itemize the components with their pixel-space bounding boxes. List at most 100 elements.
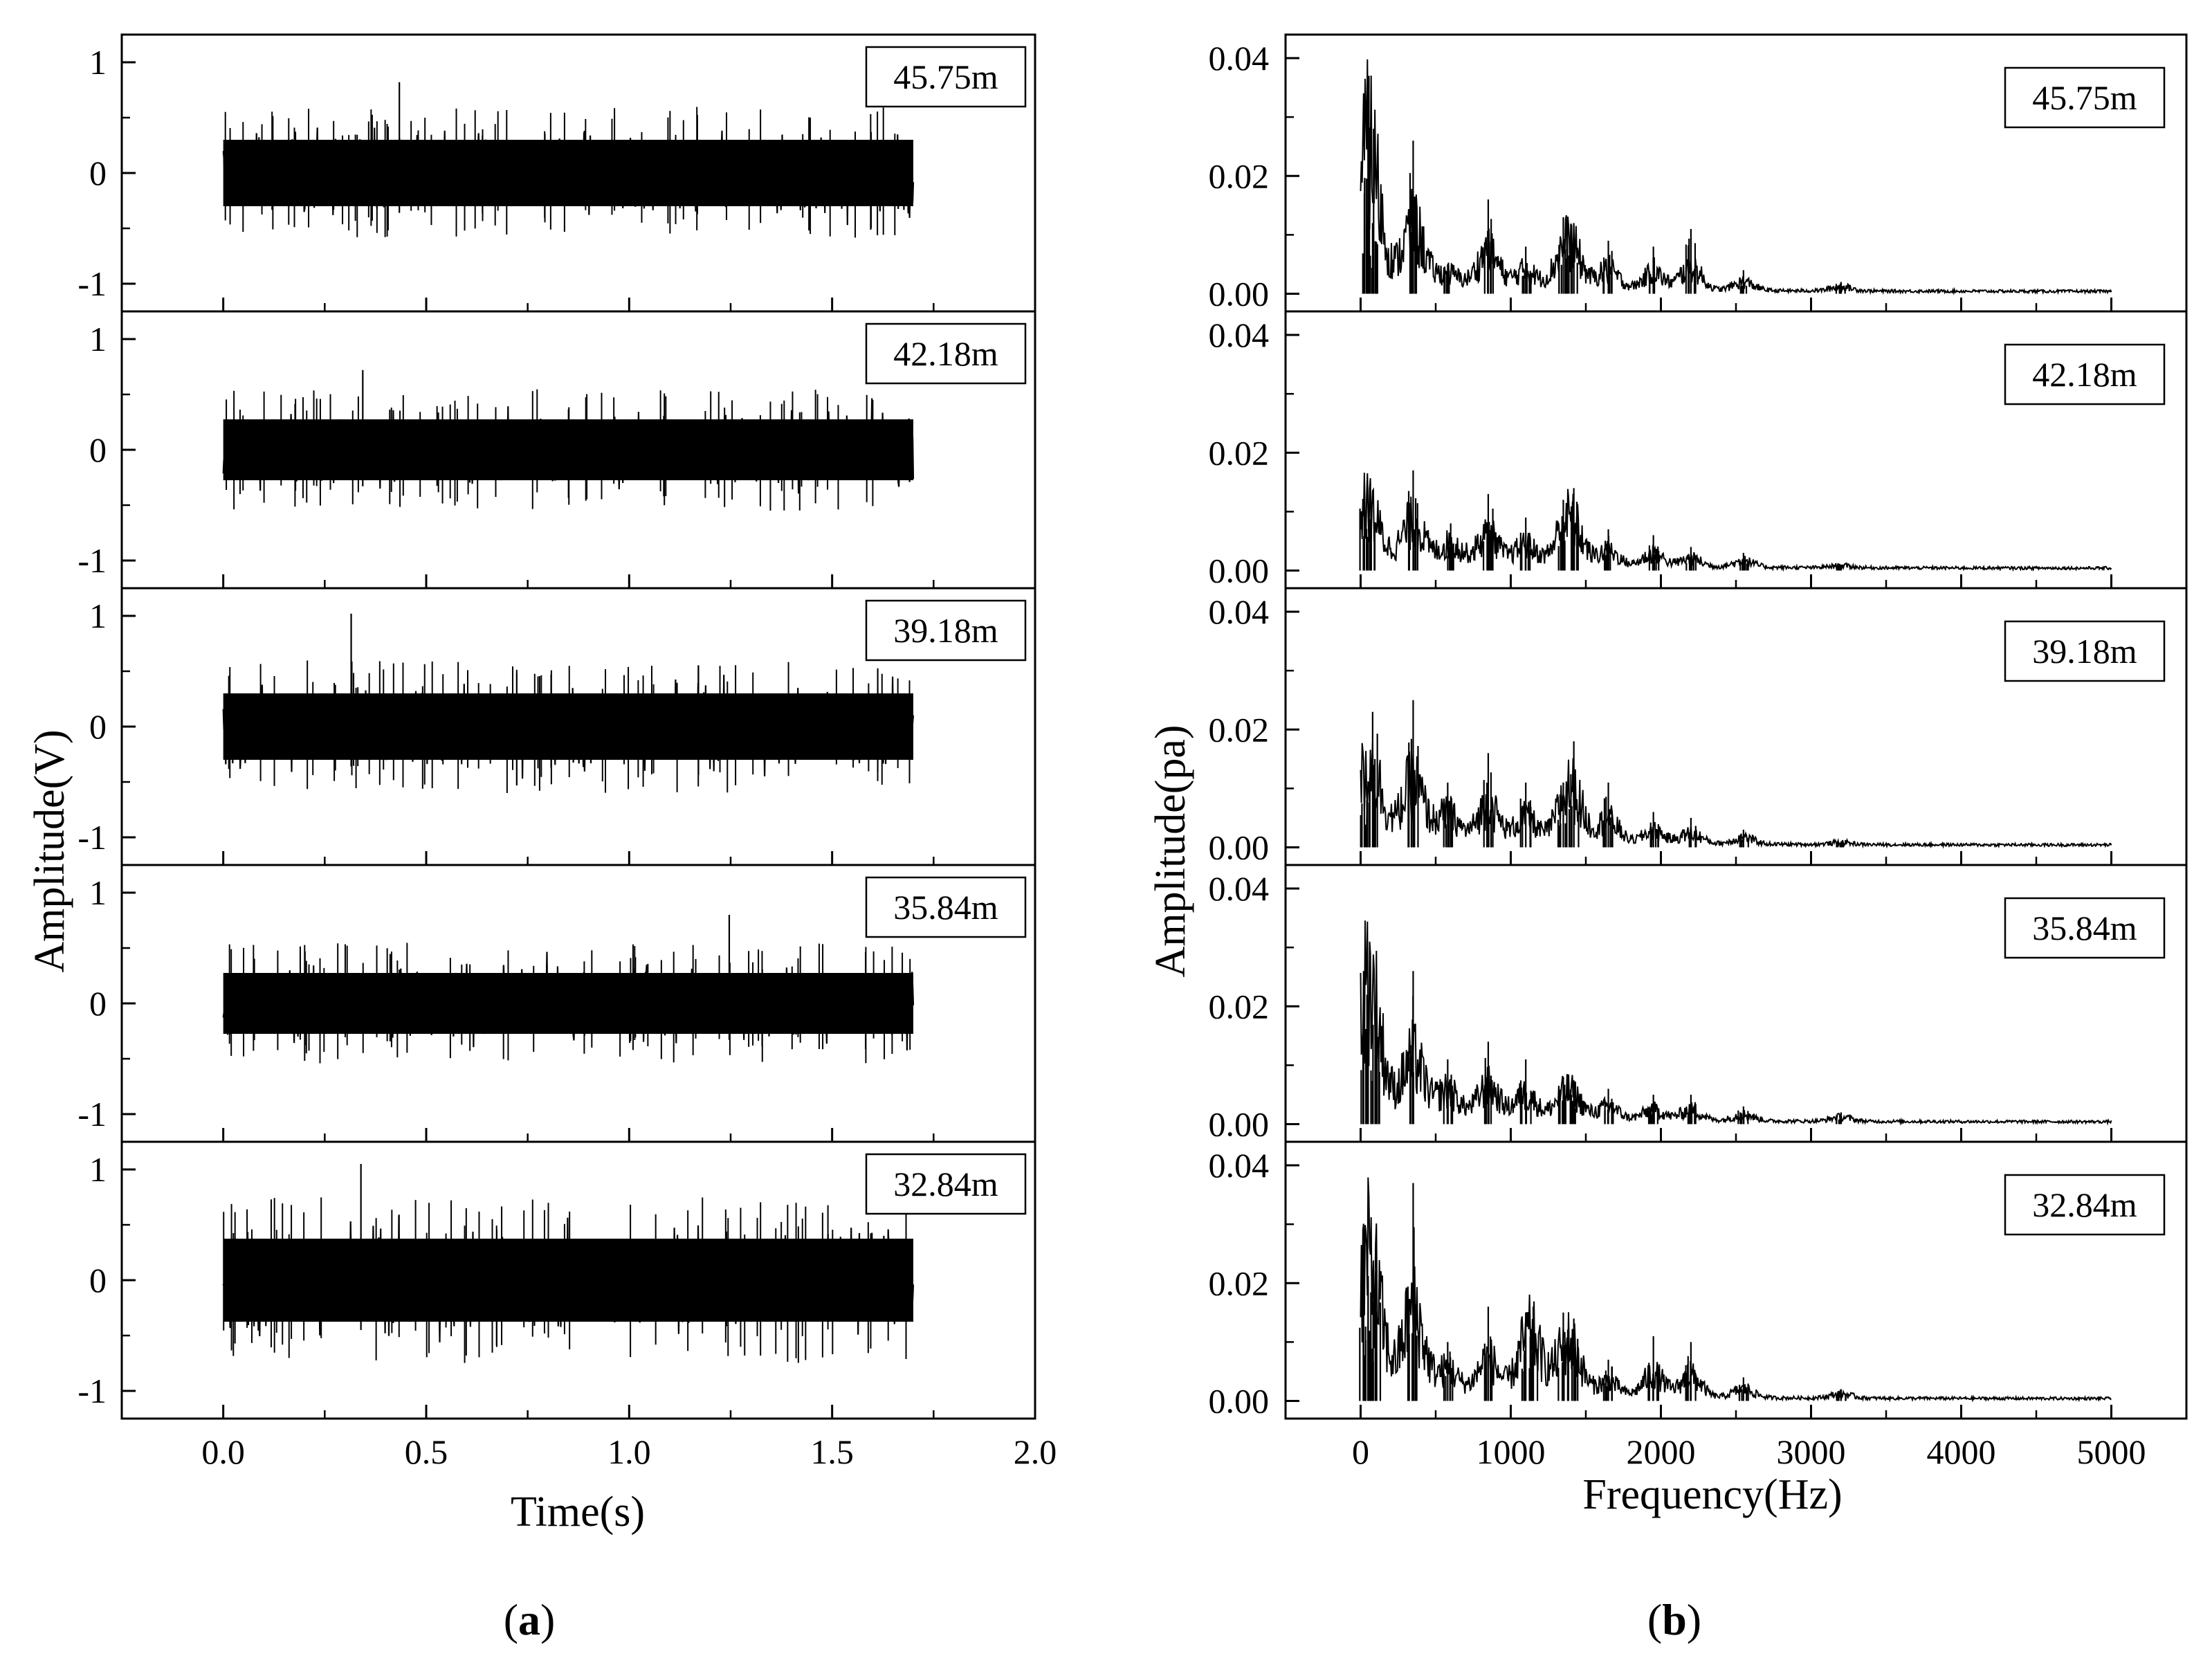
y-tick-label: -1 [77,818,107,857]
depth-label-badge: 39.18m [2004,620,2166,682]
time-signal-band [223,1239,914,1322]
panel-a: -1 0 1 45.75m -1 0 1 42.18m -1 0 1 39.18m -1 0 1 35.84m… [77,33,1057,1471]
spectrum-series [1360,59,2112,295]
depth-label-box [865,876,1027,938]
depth-label-badge: 42.18m [2004,343,2166,406]
time-signal-spikes [224,82,896,238]
y-tick-label: 0 [89,1261,107,1300]
depth-label-box [2004,343,2166,406]
y-tick-label: 0.00 [1209,274,1270,313]
y-tick-label: 0.02 [1209,987,1270,1026]
x-tick-label: 1000 [1477,1432,1546,1471]
spectrum-peaks [1362,75,1846,294]
spectrum-series [1360,920,2112,1126]
depth-label-text: 45.75m [893,57,998,96]
depth-label-badge: 35.84m [865,876,1027,938]
y-tick-label: 0.02 [1209,1264,1270,1302]
y-tick-label: 0.04 [1209,39,1270,78]
depth-label-badge: 32.84m [865,1153,1027,1215]
time-subplot: -1 0 1 39.18m [77,587,1036,866]
depth-label-box [2004,66,2166,129]
spectrum-peaks [1360,700,1845,848]
y-tick-label: -1 [77,541,107,580]
spectrum-peaks [1360,971,1842,1124]
depth-label-badge: 45.75m [2004,66,2166,129]
time-subplot: -1 0 1 35.84m [77,864,1036,1143]
y-tick-label: 1 [89,596,107,635]
time-signal-band [223,973,914,1034]
x-tick-label: 1.0 [607,1432,651,1471]
depth-label-box [865,322,1027,385]
spectrum-series [1360,1177,2112,1403]
pressure-axis-title: Amplitude(pa) [1147,725,1194,977]
time-signal-spikes [223,1164,907,1363]
depth-label-text: 35.84m [893,888,998,927]
time-subplot: -1 0 1 32.84m [77,1140,1036,1420]
y-tick-label: 0.00 [1209,1104,1270,1143]
depth-label-text: 39.18m [893,611,998,650]
depth-label-box [865,1153,1027,1215]
y-tick-label: 0.00 [1209,551,1270,590]
y-tick-label: 0.04 [1209,869,1270,908]
y-tick-label: 0.04 [1209,1146,1270,1185]
y-tick-label: 1 [89,1150,107,1189]
panel-b: 0.00 0.02 0.04 45.75m 0.00 0.02 0.04 42.18m 0.00… [1209,33,2188,1471]
caption-a: (a) [504,1595,556,1644]
y-tick-label: 1 [89,320,107,358]
time-subplot: -1 0 1 42.18m [77,310,1036,590]
depth-label-badge: 45.75m [865,46,1027,108]
y-tick-label: 0.04 [1209,316,1270,354]
x-tick-label: 2.0 [1014,1432,1057,1471]
spectrum-subplot: 0.00 0.02 0.04 45.75m [1209,33,2188,313]
voltage-axis-title: Amplitude(V) [26,729,73,972]
depth-label-text: 39.18m [2032,632,2137,671]
time-signal-spikes [228,613,911,793]
y-tick-label: 1 [89,873,107,912]
time-signal-band [223,693,914,760]
x-tick-label: 4000 [1927,1432,1996,1471]
y-tick-label: 0 [89,430,107,469]
time-subplot: -1 0 1 45.75m [77,33,1036,313]
time-signal-band [223,140,914,206]
depth-label-badge: 39.18m [865,599,1027,662]
spectrum-subplot: 0.00 0.02 0.04 32.84m [1209,1140,2188,1420]
depth-label-badge: 42.18m [865,322,1027,385]
spectrum-series [1360,741,2112,849]
depth-label-badge: 35.84m [2004,897,2166,959]
y-tick-label: 0.02 [1209,710,1270,749]
x-tick-label: 0.0 [201,1432,245,1471]
y-tick-label: 0 [89,707,107,746]
time-signal-spikes [228,915,911,1064]
y-tick-label: 1 [89,43,107,82]
depth-label-text: 32.84m [893,1165,998,1203]
spectrum-peaks [1359,470,1842,571]
time-axis-title: Time(s) [511,1488,645,1536]
time-signal-spikes [226,370,874,511]
frequency-axis-title: Frequency(Hz) [1582,1471,1842,1518]
spectrum-subplot: 0.00 0.02 0.04 35.84m [1209,864,2188,1143]
y-tick-label: -1 [77,1372,107,1410]
x-tick-label: 0 [1352,1432,1369,1471]
y-tick-label: -1 [77,264,107,303]
x-tick-label: 3000 [1777,1432,1846,1471]
y-tick-label: 0.00 [1209,828,1270,866]
x-tick-label: 0.5 [405,1432,448,1471]
caption-b: (b) [1647,1595,1701,1644]
depth-label-text: 35.84m [2032,909,2137,947]
y-tick-label: 0.04 [1209,592,1270,631]
x-tick-label: 5000 [2077,1432,2146,1471]
x-tick-label: 2000 [1627,1432,1696,1471]
y-tick-label: 0 [89,154,107,192]
depth-label-text: 32.84m [2032,1185,2137,1224]
depth-label-text: 42.18m [893,334,998,373]
y-tick-label: 0.00 [1209,1381,1270,1420]
depth-label-box [2004,620,2166,682]
depth-label-box [2004,1174,2166,1236]
spectrum-series [1360,473,2112,572]
spectrum-subplot: 0.00 0.02 0.04 42.18m [1209,310,2188,590]
y-tick-label: -1 [77,1095,107,1133]
spectrum-peaks [1359,1183,1847,1401]
depth-label-badge: 32.84m [2004,1174,2166,1236]
depth-label-box [865,46,1027,108]
